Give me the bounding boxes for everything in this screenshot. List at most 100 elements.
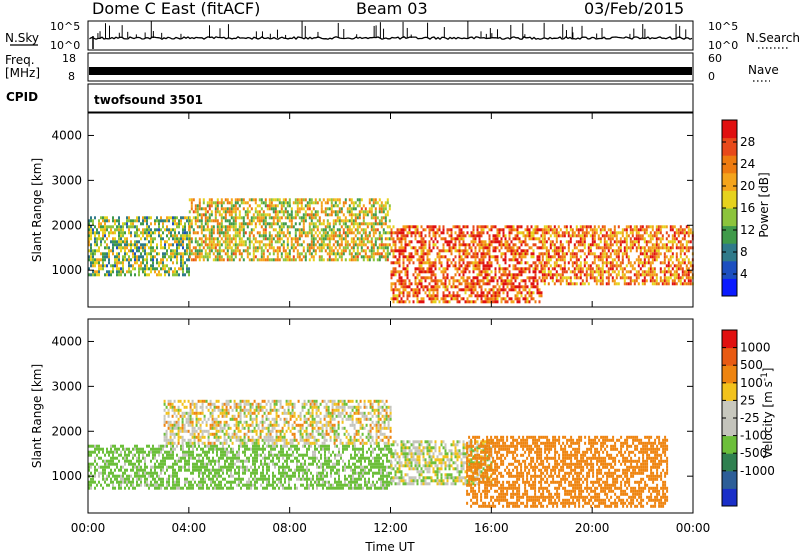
heatmap-cell <box>310 243 313 247</box>
heatmap-cell <box>563 276 566 280</box>
heatmap-cell <box>184 450 186 454</box>
heatmap-cell <box>627 225 630 229</box>
heatmap-cell <box>446 300 449 304</box>
heatmap-cell <box>236 231 239 235</box>
heatmap-cell <box>661 234 664 238</box>
heatmap-cell <box>372 243 375 247</box>
heatmap-cell <box>629 240 632 244</box>
heatmap-cell <box>569 255 572 259</box>
heatmap-cell <box>524 279 527 283</box>
heatmap-cell <box>188 237 191 241</box>
heatmap-cell <box>579 228 582 232</box>
heatmap-cell <box>166 465 168 469</box>
heatmap-cell <box>587 243 590 247</box>
heatmap-cell <box>236 459 238 463</box>
heatmap-cell <box>534 231 537 235</box>
heatmap-cell <box>318 249 321 253</box>
heatmap-cell <box>208 216 211 220</box>
heatmap-cell <box>567 282 570 286</box>
heatmap-cell <box>593 270 596 274</box>
heatmap-cell <box>246 465 248 469</box>
heatmap-cell <box>228 444 230 448</box>
heatmap-cell <box>555 249 558 253</box>
heatmap-cell <box>524 228 527 232</box>
heatmap-cell <box>438 267 441 271</box>
heatmap-cell <box>216 258 219 262</box>
heatmap-cell <box>262 237 265 241</box>
heatmap-cell <box>486 261 489 265</box>
heatmap-cell <box>294 216 297 220</box>
heatmap-cell <box>663 255 666 259</box>
heatmap-cell <box>150 216 152 220</box>
heatmap-cell <box>579 270 582 274</box>
heatmap-cell <box>679 249 682 253</box>
heatmap-cell <box>108 453 110 457</box>
heatmap-cell <box>184 249 186 253</box>
heatmap-cell <box>308 258 311 262</box>
heatmap-cell <box>152 246 154 250</box>
heatmap-cell <box>160 237 162 241</box>
heatmap-cell <box>518 288 521 292</box>
heatmap-cell <box>623 249 626 253</box>
heatmap-cell <box>384 258 387 262</box>
heatmap-cell <box>464 243 467 247</box>
heatmap-cell <box>274 210 277 214</box>
heatmap-cell <box>464 255 467 259</box>
heatmap-cell <box>108 270 110 274</box>
heatmap-cell <box>278 231 281 235</box>
heatmap-cell <box>400 246 403 250</box>
heatmap-cell <box>244 453 246 457</box>
heatmap-cell <box>178 477 180 481</box>
heatmap-cell <box>242 219 245 223</box>
heatmap-cell <box>534 300 537 304</box>
heatmap-cell <box>633 228 636 232</box>
heatmap-cell <box>625 240 628 244</box>
heatmap-cell <box>256 204 259 208</box>
heatmap-cell <box>98 249 100 253</box>
heatmap-cell <box>336 258 339 262</box>
heatmap-cell <box>617 231 620 235</box>
heatmap-cell <box>128 225 130 229</box>
heatmap-cell <box>448 234 451 238</box>
heatmap-cell <box>623 246 626 250</box>
colorbar-tick-label: 8 <box>740 245 748 259</box>
heatmap-cell <box>589 234 592 238</box>
heatmap-cell <box>400 282 403 286</box>
heatmap-cell <box>218 483 220 487</box>
heatmap-cell <box>96 270 98 274</box>
heatmap-cell <box>122 225 124 229</box>
heatmap-cell <box>290 240 293 244</box>
heatmap-cell <box>659 261 662 265</box>
heatmap-cell <box>258 198 261 202</box>
heatmap-cell <box>212 237 215 241</box>
heatmap-cell <box>559 255 562 259</box>
heatmap-cell <box>470 261 473 265</box>
heatmap-cell <box>665 279 668 283</box>
heatmap-cell <box>354 213 357 217</box>
heatmap-cell <box>236 477 238 481</box>
heatmap-cell <box>202 234 205 238</box>
heatmap-cell <box>98 444 100 448</box>
heatmap-cell <box>358 210 361 214</box>
heatmap-cell <box>362 219 365 223</box>
heatmap-cell <box>502 270 505 274</box>
heatmap-cell <box>246 207 249 211</box>
heatmap-cell <box>194 465 196 469</box>
heatmap-cell <box>188 273 190 277</box>
heatmap-cell <box>390 273 393 277</box>
heatmap-cell <box>350 237 353 241</box>
heatmap-cell <box>418 240 421 244</box>
heatmap-cell <box>216 198 219 202</box>
heatmap-cell <box>150 267 152 271</box>
heatmap-cell <box>508 288 511 292</box>
heatmap-cell <box>136 468 138 472</box>
heatmap-cell <box>96 237 98 241</box>
heatmap-cell <box>344 234 347 238</box>
heatmap-cell <box>172 234 174 238</box>
heatmap-cell <box>520 243 523 247</box>
heatmap-cell <box>683 273 686 277</box>
heatmap-cell <box>260 225 263 229</box>
heatmap-cell <box>551 255 554 259</box>
heatmap-cell <box>210 249 213 253</box>
heatmap-cell <box>508 231 511 235</box>
